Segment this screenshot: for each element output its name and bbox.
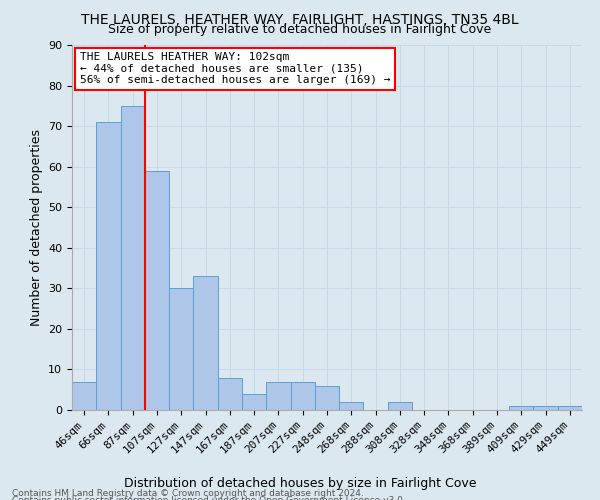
Bar xyxy=(509,406,533,410)
Bar xyxy=(218,378,242,410)
Bar xyxy=(388,402,412,410)
Bar xyxy=(533,406,558,410)
Bar xyxy=(339,402,364,410)
Y-axis label: Number of detached properties: Number of detached properties xyxy=(29,129,43,326)
Bar xyxy=(290,382,315,410)
Bar xyxy=(121,106,145,410)
Text: THE LAURELS HEATHER WAY: 102sqm
← 44% of detached houses are smaller (135)
56% o: THE LAURELS HEATHER WAY: 102sqm ← 44% of… xyxy=(80,52,390,86)
Text: Contains public sector information licensed under the Open Government Licence v3: Contains public sector information licen… xyxy=(12,496,406,500)
Bar xyxy=(242,394,266,410)
Bar xyxy=(558,406,582,410)
Text: Size of property relative to detached houses in Fairlight Cove: Size of property relative to detached ho… xyxy=(109,22,491,36)
Text: Distribution of detached houses by size in Fairlight Cove: Distribution of detached houses by size … xyxy=(124,478,476,490)
Bar xyxy=(169,288,193,410)
Text: Contains HM Land Registry data © Crown copyright and database right 2024.: Contains HM Land Registry data © Crown c… xyxy=(12,488,364,498)
Bar xyxy=(96,122,121,410)
Bar xyxy=(315,386,339,410)
Bar xyxy=(266,382,290,410)
Bar xyxy=(145,170,169,410)
Bar xyxy=(72,382,96,410)
Bar xyxy=(193,276,218,410)
Text: THE LAURELS, HEATHER WAY, FAIRLIGHT, HASTINGS, TN35 4BL: THE LAURELS, HEATHER WAY, FAIRLIGHT, HAS… xyxy=(81,12,519,26)
